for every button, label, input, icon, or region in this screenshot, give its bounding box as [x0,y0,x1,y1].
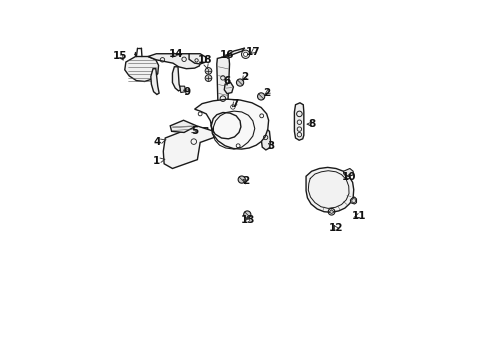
Polygon shape [294,103,303,140]
Polygon shape [228,102,236,111]
Text: 7: 7 [230,99,238,109]
Polygon shape [150,69,159,94]
Polygon shape [224,82,233,94]
Text: 13: 13 [240,215,255,225]
Text: 2: 2 [263,87,270,98]
Polygon shape [350,197,356,204]
Polygon shape [224,48,244,57]
Circle shape [241,50,249,58]
Polygon shape [343,168,352,176]
Text: 3: 3 [267,141,274,151]
Circle shape [243,211,250,218]
Text: 14: 14 [168,49,183,59]
Circle shape [238,176,245,183]
Text: 18: 18 [197,55,212,69]
Polygon shape [124,57,158,81]
Polygon shape [189,54,205,64]
Polygon shape [170,120,196,132]
Circle shape [257,93,264,100]
Circle shape [236,79,243,86]
Circle shape [329,210,332,213]
Text: 8: 8 [306,119,315,129]
Text: 15: 15 [113,51,127,61]
Text: 16: 16 [219,50,234,60]
Text: 11: 11 [351,211,365,221]
Circle shape [205,68,211,74]
Text: 6: 6 [223,76,230,86]
Polygon shape [194,99,268,149]
Circle shape [205,75,211,81]
Polygon shape [148,54,200,69]
Text: 5: 5 [191,126,198,136]
Polygon shape [180,86,185,93]
Text: 9: 9 [183,87,191,97]
Text: 17: 17 [245,46,260,57]
Polygon shape [172,67,181,91]
Circle shape [243,52,247,57]
Text: 10: 10 [341,172,356,182]
Text: 2: 2 [242,176,249,186]
Polygon shape [216,57,229,107]
Polygon shape [200,128,208,137]
Polygon shape [305,167,353,212]
Text: 2: 2 [241,72,248,82]
Polygon shape [261,129,270,150]
Text: 12: 12 [328,223,343,233]
Text: 1: 1 [153,156,164,166]
Polygon shape [163,126,214,168]
Text: 4: 4 [153,138,166,148]
